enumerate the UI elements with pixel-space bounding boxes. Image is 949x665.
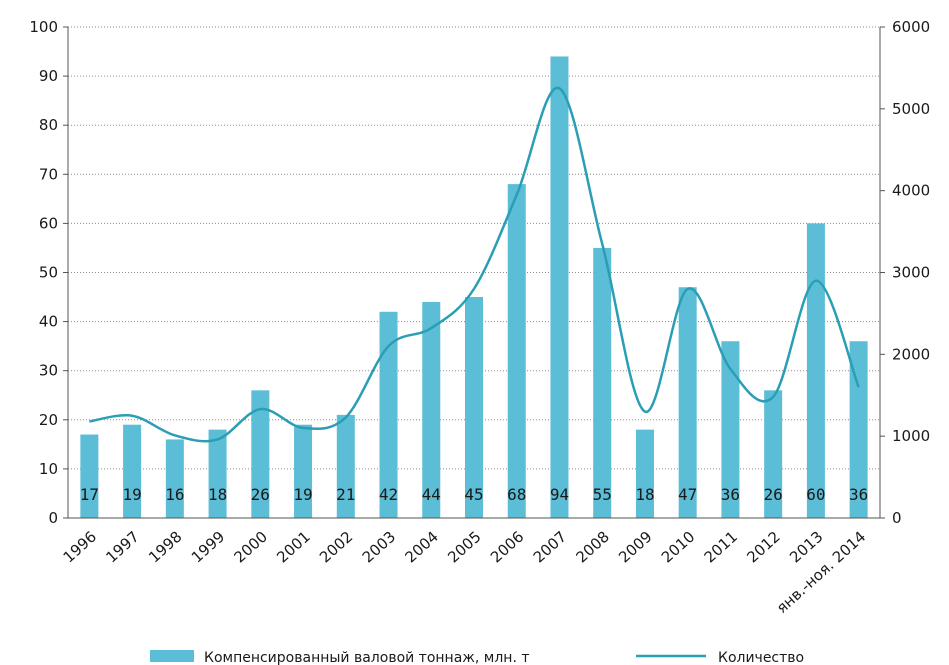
left-tick-label-0: 0 <box>48 509 58 527</box>
data-label-1997: 19 <box>122 485 141 504</box>
data-label-2008: 55 <box>593 485 612 504</box>
left-tick-label-80: 80 <box>39 116 58 134</box>
right-axis-ticks: 0 1000 2000 3000 4000 5000 6000 <box>880 18 930 527</box>
bar-2002 <box>336 414 355 518</box>
right-tick-label-4000: 4000 <box>892 182 930 200</box>
bar-1997 <box>123 424 142 518</box>
x-axis-ticks: 1996 1997 1998 1999 2000 2001 2002 2003 2004 2005… <box>60 528 870 617</box>
data-label-2002: 21 <box>336 485 355 504</box>
x-tick-label-2012: 2012 <box>743 528 783 567</box>
left-axis-ticks: 0 10 20 30 40 50 60 70 80 90 100 <box>29 18 68 527</box>
data-labels: 17 19 16 18 26 19 21 42 44 45 68 94 55 18 47 36 26 60 36 <box>80 485 869 504</box>
right-tick-label-2000: 2000 <box>892 345 930 363</box>
x-tick-label-2010: 2010 <box>658 528 698 567</box>
bar-2000 <box>251 390 270 518</box>
bar-2009 <box>635 429 654 518</box>
bar-2006 <box>507 184 526 518</box>
bar-2001 <box>294 424 313 518</box>
x-tick-label-2001: 2001 <box>273 528 313 567</box>
data-label-2001: 19 <box>293 485 312 504</box>
bar-2008 <box>593 247 612 518</box>
x-tick-label-2009: 2009 <box>615 528 655 567</box>
bar-1999 <box>208 429 227 518</box>
bars <box>80 56 868 519</box>
data-label-1998: 16 <box>165 485 184 504</box>
left-tick-label-50: 50 <box>39 264 58 282</box>
data-label-1996: 17 <box>80 485 99 504</box>
right-tick-label-3000: 3000 <box>892 264 930 282</box>
bar-2010 <box>678 287 697 518</box>
left-tick-label-10: 10 <box>39 460 58 478</box>
data-label-2011: 36 <box>721 485 740 504</box>
x-tick-label-2006: 2006 <box>487 528 527 567</box>
data-label-2004: 44 <box>422 485 441 504</box>
left-tick-label-30: 30 <box>39 362 58 380</box>
right-tick-label-1000: 1000 <box>892 427 930 445</box>
right-tick-label-5000: 5000 <box>892 100 930 118</box>
data-label-1999: 18 <box>208 485 227 504</box>
legend-label-bar: Компенсированный валовой тоннаж, млн. т <box>204 650 530 665</box>
data-label-2009: 18 <box>635 485 654 504</box>
bar-2013 <box>806 223 825 518</box>
x-tick-label-2005: 2005 <box>444 528 484 567</box>
x-tick-label-2003: 2003 <box>359 528 399 567</box>
left-tick-label-90: 90 <box>39 67 58 85</box>
left-tick-label-40: 40 <box>39 313 58 331</box>
legend: Компенсированный валовой тоннаж, млн. т … <box>150 650 804 665</box>
data-label-2010: 47 <box>678 485 697 504</box>
x-tick-label-2000: 2000 <box>231 528 271 567</box>
x-tick-label-1996: 1996 <box>60 528 100 567</box>
bar-2012 <box>764 390 783 518</box>
bar-2011 <box>721 341 740 518</box>
x-tick-label-2007: 2007 <box>530 528 570 567</box>
x-tick-label-1999: 1999 <box>188 528 228 567</box>
legend-label-line: Количество <box>718 650 804 665</box>
x-tick-label-2008: 2008 <box>572 528 612 567</box>
x-tick-label-1998: 1998 <box>145 528 185 567</box>
x-tick-label-2004: 2004 <box>402 528 442 567</box>
data-label-янв.-ноя. 2014: 36 <box>849 485 868 504</box>
data-label-2000: 26 <box>251 485 270 504</box>
data-label-2003: 42 <box>379 485 398 504</box>
data-label-2006: 68 <box>507 485 526 504</box>
x-tick-label-1997: 1997 <box>102 528 142 567</box>
x-tick-label-2002: 2002 <box>316 528 356 567</box>
x-tick-label-2011: 2011 <box>701 528 741 567</box>
left-tick-label-60: 60 <box>39 214 58 232</box>
right-tick-label-6000: 6000 <box>892 18 930 36</box>
bar-янв.-ноя. 2014 <box>849 341 868 518</box>
left-tick-label-20: 20 <box>39 411 58 429</box>
bar-2005 <box>465 297 483 518</box>
bar-2003 <box>379 311 398 518</box>
series-line-kolichestvo <box>89 86 860 443</box>
data-label-2005: 45 <box>464 485 483 504</box>
legend-swatch-bar <box>150 650 194 662</box>
left-tick-label-100: 100 <box>29 18 58 36</box>
data-label-2012: 26 <box>764 485 783 504</box>
bar-1998 <box>165 439 184 518</box>
data-label-2013: 60 <box>806 485 825 504</box>
bar-2007 <box>550 56 569 519</box>
bar-1996 <box>80 434 99 518</box>
bar-2004 <box>422 301 441 518</box>
left-tick-label-70: 70 <box>39 165 58 183</box>
data-label-2007: 94 <box>550 485 569 504</box>
right-tick-label-0: 0 <box>892 509 902 527</box>
